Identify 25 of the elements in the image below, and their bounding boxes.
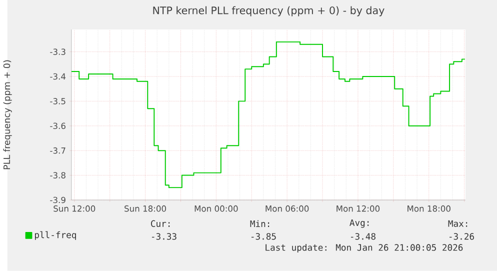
text: Last update: Mon Jan 26 21:00:05 2026	[266, 244, 463, 253]
y-tick-label: -3.6	[50, 122, 66, 130]
text: Avg:	[350, 220, 369, 228]
legend-label: pll-freq	[34, 231, 76, 240]
x-tick-label: Mon 06:00	[266, 205, 309, 212]
text: -3.33	[152, 233, 176, 240]
y-tick-label: -3.5	[50, 98, 66, 104]
text: Cur:	[151, 220, 170, 228]
x-tick-label: Mon 18:00	[408, 205, 450, 212]
x-tick-label: Mon 00:00	[194, 205, 238, 212]
x-tick-label: Sun 12:00	[54, 205, 96, 212]
y-axis-title: PLL frequency (ppm + 0)	[3, 60, 12, 170]
chart-title: NTP kernel PLL frequency (ppm + 0) - by day	[153, 6, 384, 16]
x-tick-label: Mon 12:00	[336, 205, 380, 212]
y-tick-label: -3.7	[50, 147, 66, 154]
y-tick-label: -3.9	[50, 196, 66, 204]
text: Max:	[448, 220, 468, 227]
x-tick-label: Sun 18:00	[124, 205, 166, 212]
text: -3.26	[449, 233, 474, 240]
text: Min:	[250, 220, 270, 228]
text: -3.85	[251, 233, 276, 240]
y-tick-label: -3.8	[50, 172, 66, 178]
y-tick-label: -3.4	[50, 73, 66, 80]
text: -3.48	[350, 233, 376, 240]
y-tick-label: -3.3	[50, 48, 66, 55]
